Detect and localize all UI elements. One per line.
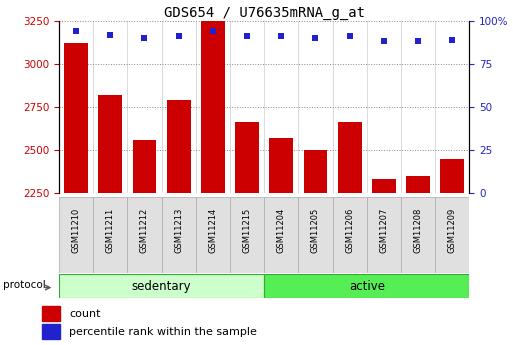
Bar	[196, 197, 230, 273]
Bar	[93, 197, 127, 273]
Title: GDS654 / U76635mRNA_g_at: GDS654 / U76635mRNA_g_at	[164, 6, 365, 20]
Text: GSM11213: GSM11213	[174, 208, 183, 254]
Point	[243, 33, 251, 39]
Text: protocol: protocol	[3, 280, 46, 290]
Point	[277, 33, 285, 39]
Bar	[264, 274, 469, 298]
Bar	[162, 197, 196, 273]
Bar	[406, 176, 430, 193]
Point	[448, 37, 457, 42]
Bar	[132, 140, 156, 193]
Bar	[332, 197, 367, 273]
Point	[380, 39, 388, 44]
Bar	[367, 197, 401, 273]
Point	[106, 32, 114, 37]
Text: active: active	[349, 280, 385, 293]
Bar	[127, 197, 162, 273]
Text: GSM11212: GSM11212	[140, 208, 149, 253]
Text: percentile rank within the sample: percentile rank within the sample	[69, 327, 257, 337]
Bar	[304, 150, 327, 193]
Point	[174, 33, 183, 39]
Bar	[98, 95, 122, 193]
Text: GSM11211: GSM11211	[106, 208, 115, 253]
Bar	[230, 197, 264, 273]
Text: GSM11210: GSM11210	[72, 208, 81, 253]
Point	[311, 35, 320, 41]
Text: GSM11209: GSM11209	[448, 208, 457, 253]
Bar	[42, 324, 61, 338]
Bar	[338, 122, 362, 193]
Bar	[59, 274, 264, 298]
Bar	[372, 179, 396, 193]
Bar	[435, 197, 469, 273]
Text: GSM11207: GSM11207	[380, 208, 388, 254]
Point	[414, 39, 422, 44]
Bar	[440, 159, 464, 193]
Bar	[42, 306, 61, 321]
Text: GSM11208: GSM11208	[413, 208, 423, 254]
Point	[141, 35, 149, 41]
Text: GSM11204: GSM11204	[277, 208, 286, 253]
Text: GSM11214: GSM11214	[208, 208, 218, 253]
Point	[346, 33, 354, 39]
Text: GSM11215: GSM11215	[243, 208, 251, 253]
Bar	[201, 21, 225, 193]
Bar	[299, 197, 332, 273]
Text: GSM11206: GSM11206	[345, 208, 354, 254]
Text: count: count	[69, 309, 101, 319]
Bar	[59, 197, 93, 273]
Bar	[167, 100, 191, 193]
Point	[72, 28, 80, 34]
Text: sedentary: sedentary	[132, 280, 191, 293]
Bar	[64, 43, 88, 193]
Point	[209, 28, 217, 34]
Text: GSM11205: GSM11205	[311, 208, 320, 253]
Bar	[401, 197, 435, 273]
Bar	[269, 138, 293, 193]
Bar	[235, 122, 259, 193]
Bar	[264, 197, 299, 273]
